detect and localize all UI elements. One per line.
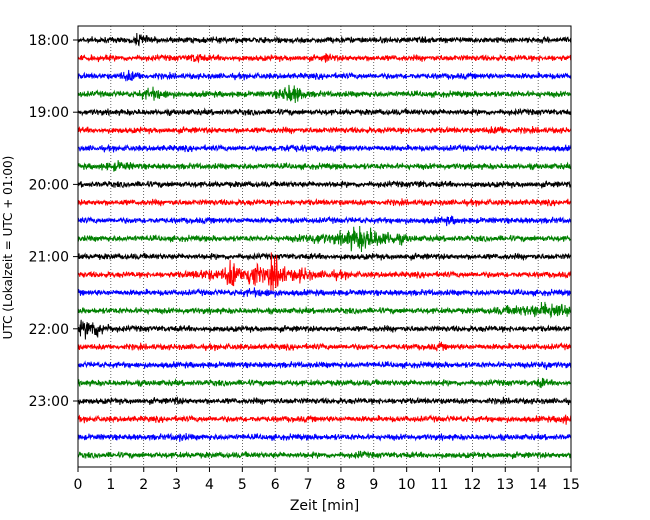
trace-1900 xyxy=(77,107,572,117)
x-tick-label: 15 xyxy=(562,477,580,493)
trace-2330 xyxy=(77,432,572,442)
trace-2045 xyxy=(77,226,572,253)
x-tick-label: 1 xyxy=(106,477,115,493)
trace-2315 xyxy=(77,414,572,425)
trace-2115 xyxy=(77,252,572,292)
x-tick-label: 14 xyxy=(529,477,547,493)
x-tick-label: 3 xyxy=(172,477,181,493)
x-tick-label: 2 xyxy=(139,477,148,493)
x-axis-ticks: 0 1 2 3 4 5 6 7 8 9 10 11 12 13 14 15 xyxy=(74,467,580,493)
y-tick-label: 19:00 xyxy=(29,105,69,121)
x-tick-label: 8 xyxy=(336,477,345,493)
trace-2300 xyxy=(77,396,572,406)
seismogram-traces xyxy=(77,33,572,460)
x-tick-label: 11 xyxy=(431,477,449,493)
trace-2200 xyxy=(77,319,572,340)
trace-2015 xyxy=(77,197,572,207)
x-tick-label: 0 xyxy=(74,477,83,493)
trace-2000 xyxy=(77,179,572,189)
trace-2100 xyxy=(77,252,572,261)
x-tick-label: 4 xyxy=(205,477,214,493)
trace-2130 xyxy=(77,287,572,298)
trace-1830 xyxy=(77,69,572,82)
trace-1815 xyxy=(77,53,572,64)
y-axis-ticks: 18:00 19:00 20:00 21:00 22:00 23:00 xyxy=(29,33,78,410)
trace-2215 xyxy=(77,341,572,352)
y-axis-label: UTC (Lokalzeit = UTC + 01:00) xyxy=(1,156,15,340)
trace-1930 xyxy=(77,143,572,153)
x-tick-label: 10 xyxy=(398,477,416,493)
x-tick-label: 6 xyxy=(271,477,280,493)
trace-1945 xyxy=(77,160,572,172)
y-tick-label: 21:00 xyxy=(29,250,69,266)
x-tick-label: 12 xyxy=(463,477,481,493)
trace-2230 xyxy=(77,360,572,370)
y-tick-label: 18:00 xyxy=(29,33,69,49)
x-tick-label: 5 xyxy=(238,477,247,493)
x-tick-label: 13 xyxy=(496,477,514,493)
plot-frame xyxy=(77,25,572,468)
x-axis-label: Zeit [min] xyxy=(290,498,359,514)
x-tick-label: 9 xyxy=(369,477,378,493)
trace-2245 xyxy=(77,377,572,389)
trace-1845 xyxy=(77,84,572,104)
trace-2345 xyxy=(77,450,572,460)
trace-1800 xyxy=(77,33,572,47)
y-tick-label: 23:00 xyxy=(29,394,69,410)
x-tick-label: 7 xyxy=(304,477,313,493)
trace-2145 xyxy=(77,301,572,319)
trace-1915 xyxy=(77,125,572,135)
trace-2030 xyxy=(77,215,572,227)
y-tick-label: 20:00 xyxy=(29,177,69,193)
y-tick-label: 22:00 xyxy=(29,322,69,338)
